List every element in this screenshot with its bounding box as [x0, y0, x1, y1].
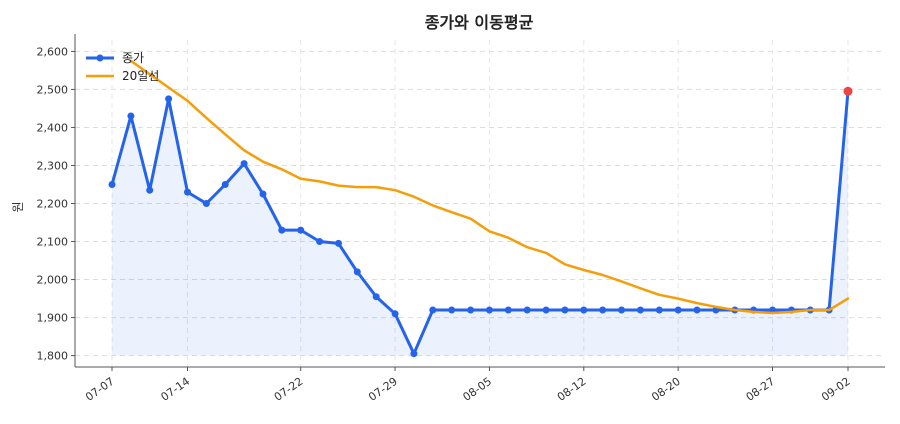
data-point	[202, 200, 210, 207]
chart-title: 종가와 이동평균	[425, 13, 534, 32]
y-tick-label: 2,500	[37, 83, 69, 96]
last-point-marker	[843, 86, 853, 96]
data-point	[353, 268, 361, 276]
data-point	[523, 306, 531, 314]
data-point	[259, 190, 267, 198]
data-point	[674, 306, 682, 314]
data-point	[542, 306, 550, 314]
data-point	[146, 186, 154, 194]
x-tick-label: 09-02	[819, 375, 853, 404]
series-line-1	[129, 59, 850, 315]
data-point	[636, 306, 644, 314]
x-tick-label: 07-22	[272, 375, 306, 404]
series-layer	[108, 59, 853, 358]
data-point	[316, 238, 324, 245]
x-tick-label: 08-12	[555, 375, 589, 404]
data-point	[184, 188, 191, 196]
data-point	[467, 306, 475, 314]
data-point	[618, 306, 625, 314]
x-tick-label: 08-27	[744, 375, 778, 404]
series-line-0	[110, 89, 850, 356]
data-point	[504, 306, 512, 314]
data-point	[278, 226, 286, 234]
y-tick-label: 2,300	[37, 159, 69, 172]
series-area-0	[112, 91, 848, 356]
x-tick-label: 08-20	[649, 375, 683, 404]
data-point	[448, 306, 456, 314]
y-tick-label: 1,800	[37, 350, 69, 363]
data-point	[599, 306, 607, 314]
data-point	[580, 306, 588, 314]
data-point	[165, 95, 173, 103]
data-point	[297, 226, 305, 234]
legend: 종가 20일선	[86, 51, 159, 83]
data-point	[485, 306, 493, 314]
y-tick-label: 1,900	[37, 312, 69, 325]
area-layer	[112, 91, 848, 356]
data-point	[240, 160, 248, 168]
y-tick-label: 2,600	[37, 45, 69, 58]
x-tick-label: 08-05	[461, 375, 495, 404]
x-tick-label: 07-29	[366, 375, 400, 404]
data-point	[655, 306, 663, 314]
data-point	[372, 293, 380, 301]
y-tick-label: 2,100	[37, 236, 69, 249]
data-point	[693, 306, 701, 314]
data-point	[561, 306, 569, 314]
data-point	[410, 350, 418, 358]
data-point	[429, 306, 437, 314]
y-tick-label: 2,000	[37, 274, 69, 287]
y-axis-label: 원	[11, 201, 25, 212]
x-tick-label: 07-07	[83, 375, 117, 404]
data-point	[335, 239, 342, 247]
data-point	[221, 181, 229, 188]
data-point	[127, 112, 135, 120]
y-tick-label: 2,400	[37, 121, 69, 134]
data-point	[391, 310, 399, 318]
legend-label-ma20: 20일선	[122, 69, 159, 83]
x-tick-label: 07-14	[159, 375, 193, 404]
data-point	[108, 181, 116, 188]
y-tick-label: 2,200	[37, 198, 69, 211]
legend-label-close: 종가	[122, 51, 144, 65]
legend-marker-close	[96, 54, 104, 62]
